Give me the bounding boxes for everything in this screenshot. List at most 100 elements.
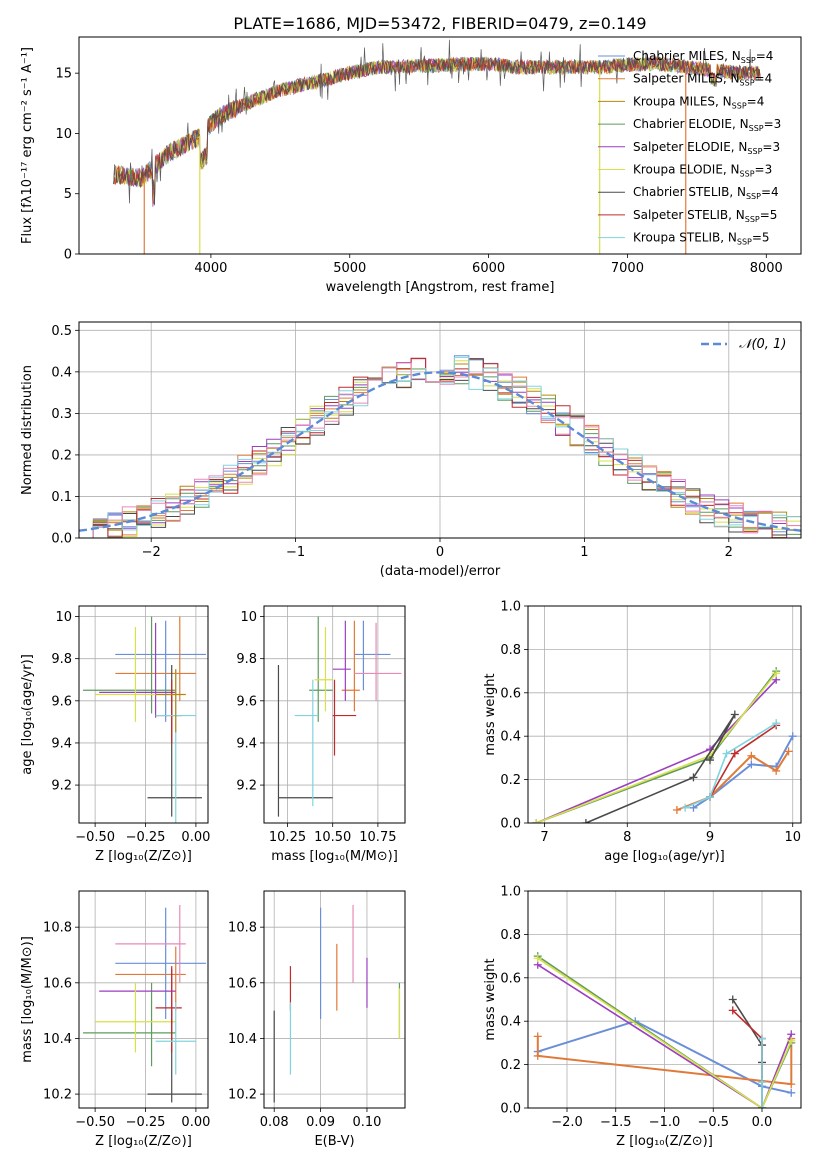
y-tick-label: 9.4 <box>236 736 257 751</box>
y-tick-label: 0.3 <box>51 407 72 422</box>
x-tick-label: 2 <box>725 545 733 560</box>
histogram-pink <box>79 362 801 538</box>
weight-marker-chab_miles <box>788 732 797 741</box>
y-tick-label: 10.4 <box>228 1032 257 1047</box>
weight-line-chab_miles <box>537 1020 792 1094</box>
x-axis-label: E(B-V) <box>314 1134 354 1149</box>
y-tick-label: 10.2 <box>228 1088 257 1103</box>
weight-marker-chab_stelib <box>728 995 737 1004</box>
x-tick-label: −0.25 <box>126 1115 166 1130</box>
x-tick-label: 0.08 <box>260 1115 289 1130</box>
y-tick-label: 1.0 <box>500 600 521 615</box>
y-axis-label: mass [log₁₀(M/M⊙)] <box>20 936 35 1063</box>
x-tick-label: 10.50 <box>314 830 351 845</box>
x-axis-label: mass [log₁₀(M/M⊙)] <box>271 849 398 864</box>
weight-line-chab_stelib <box>585 714 736 823</box>
weight-marker-krou_elodie <box>532 819 541 823</box>
x-tick-label: −0.25 <box>126 830 166 845</box>
normal-curve <box>79 371 801 532</box>
legend-label-chab_stelib: Chabrier STELIB, NSSP=4 <box>633 185 779 201</box>
x-tick-label: −2.0 <box>551 1115 583 1130</box>
weight-marker-salp_miles <box>784 747 793 756</box>
weight-line-krou_elodie <box>537 957 793 1108</box>
y-tick-label: 10 <box>55 127 72 142</box>
y-tick-label: 9.6 <box>236 694 257 709</box>
plot-area-mw_age <box>532 667 797 823</box>
weight-line-krou_stelib <box>684 722 777 809</box>
legend-label-salp_elodie: Salpeter ELODIE, NSSP=3 <box>633 140 780 156</box>
plot-area-mw_Z <box>533 952 796 1108</box>
y-tick-label: 0.2 <box>500 773 521 788</box>
plot-area-mass_Z <box>83 904 206 1103</box>
weight-marker-chab_miles <box>747 760 756 769</box>
axes-frame <box>527 605 802 824</box>
legend-label-salp_stelib: Salpeter STELIB, NSSP=5 <box>633 208 777 224</box>
x-tick-label: 0.0 <box>752 1115 773 1130</box>
y-tick-label: 10 <box>240 610 257 625</box>
x-axis-label: Z [log₁₀(Z/Z⊙)] <box>95 1134 192 1149</box>
weight-marker-chab_stelib <box>689 773 698 782</box>
x-tick-label: 10 <box>784 830 801 845</box>
weight-marker-chab_stelib <box>730 710 739 719</box>
y-tick-label: 0.4 <box>500 1015 521 1030</box>
y-tick-label: 10.8 <box>228 921 257 936</box>
x-axis-label: age [log₁₀(age/yr)] <box>604 849 725 864</box>
weight-marker-salp_miles <box>747 751 756 760</box>
x-tick-label: −1 <box>286 545 305 560</box>
panel-mw_Z: −2.0 −1.5 −1.0 −0.5 0.0 0.0 0.2 0.4 0.6 0.8 1.0 Z [… <box>483 885 802 1149</box>
x-tick-label: 6000 <box>472 261 505 276</box>
y-tick-label: 10.8 <box>43 921 72 936</box>
weight-marker-krou_stelib <box>706 792 714 801</box>
x-tick-label: 0.00 <box>181 1115 210 1130</box>
weight-marker-krou_stelib <box>772 719 781 728</box>
axes-frame <box>527 890 802 1109</box>
legend-label-chab_elodie: Chabrier ELODIE, NSSP=3 <box>633 117 781 133</box>
weight-marker-krou_elodie <box>533 954 542 963</box>
weight-marker-salp_miles <box>533 1051 542 1060</box>
y-axis-label: Flux [fλ10⁻¹⁷ erg cm⁻² s⁻¹ A⁻¹] <box>20 47 35 244</box>
y-tick-label: 9.2 <box>51 779 72 794</box>
y-tick-label: 0.0 <box>500 817 521 832</box>
weight-marker-krou_stelib <box>722 749 731 758</box>
axes-frame <box>78 890 209 1109</box>
y-tick-label: 0.8 <box>500 928 521 943</box>
axes-frame <box>78 36 802 255</box>
weight-marker-salp_miles <box>787 1080 796 1089</box>
weight-marker-chab_stelib <box>581 819 590 823</box>
legend-label-chab_miles: Chabrier MILES, NSSP=4 <box>633 49 773 65</box>
legend-label-salp_miles: Salpeter MILES, NSSP=4 <box>633 72 772 88</box>
y-tick-label: 9.6 <box>51 694 72 709</box>
y-tick-label: 9.8 <box>51 652 72 667</box>
x-tick-label: 0.00 <box>181 830 210 845</box>
spectrum-line-chab_stelib <box>113 39 761 206</box>
x-tick-label: −2 <box>142 545 161 560</box>
x-tick-label: 8000 <box>750 261 783 276</box>
weight-marker-krou_stelib <box>758 1077 766 1086</box>
x-axis-label: Z [log₁₀(Z/Z⊙)] <box>95 849 192 864</box>
x-tick-label: 4000 <box>194 261 227 276</box>
panel-spectrum: 4000 5000 6000 7000 8000 0 5 10 15 wavelength [An… <box>20 36 802 295</box>
plot-area-age_Z <box>83 616 206 823</box>
axes-frame <box>78 605 209 824</box>
weight-marker-krou_stelib <box>681 803 690 812</box>
y-tick-label: 10.2 <box>43 1088 72 1103</box>
weight-marker-krou_elodie <box>772 669 781 678</box>
x-tick-label: 5000 <box>333 261 366 276</box>
x-tick-label: 0.09 <box>306 1115 335 1130</box>
y-tick-label: 0.2 <box>51 448 72 463</box>
weight-marker-krou_elodie <box>787 1036 796 1045</box>
weight-line-salp_miles <box>536 1036 793 1086</box>
y-tick-label: 10.4 <box>43 1032 72 1047</box>
x-tick-label: 9 <box>706 830 714 845</box>
weight-marker-salp_miles <box>672 805 681 814</box>
panel-age_mass: 10.25 10.50 10.75 9.2 9.4 9.6 9.8 10 mass [log₁₀… <box>236 605 406 864</box>
legend-label-krou_miles: Kroupa MILES, NSSP=4 <box>633 94 764 110</box>
y-tick-label: 0.4 <box>51 365 72 380</box>
x-tick-label: 1 <box>580 545 588 560</box>
y-axis-label: mass weight <box>483 958 498 1040</box>
panel-mass_ebv: 0.08 0.09 0.10 10.2 10.4 10.6 10.8 E(B-V) <box>228 890 406 1149</box>
y-tick-label: 0.5 <box>51 324 72 339</box>
y-tick-label: 9.2 <box>236 779 257 794</box>
y-tick-label: 0.6 <box>500 686 521 701</box>
x-tick-label: −1.5 <box>600 1115 632 1130</box>
